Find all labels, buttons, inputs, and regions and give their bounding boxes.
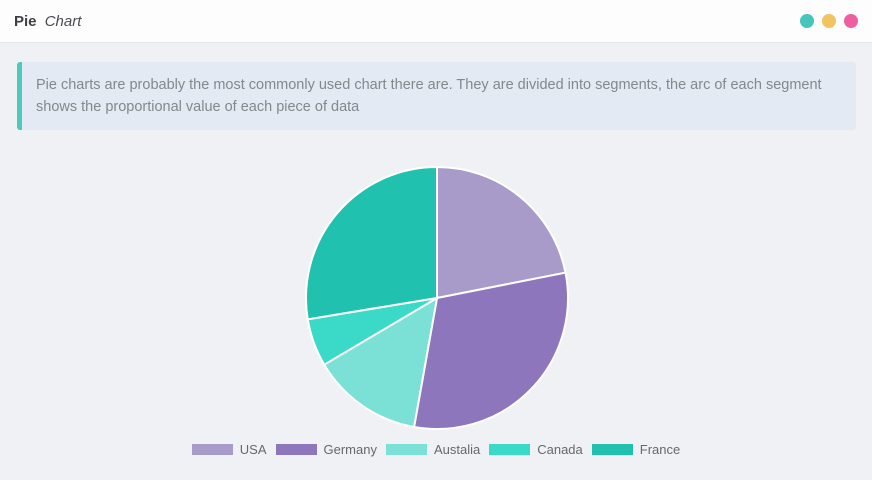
pie-slice-austalia[interactable]	[322, 296, 439, 429]
page-title: Pie Chart	[14, 13, 81, 30]
info-text: Pie charts are probably the most commonl…	[36, 77, 822, 115]
pie-chart-area	[305, 166, 569, 430]
legend-label: Austalia	[433, 442, 481, 457]
legend-label: Canada	[537, 442, 583, 457]
legend-item-canada[interactable]: Canada	[489, 442, 583, 457]
legend-swatch-austalia	[385, 444, 427, 455]
legend-item-usa[interactable]: USA	[191, 442, 267, 457]
legend-item-france[interactable]: France	[591, 442, 681, 457]
header-dot-pink[interactable]	[844, 14, 858, 28]
pie-slice-france[interactable]	[305, 166, 438, 321]
legend-label: USA	[239, 442, 267, 457]
header-dot-teal[interactable]	[800, 14, 814, 28]
page-title-italic: Chart	[44, 12, 82, 30]
legend-label: Germany	[323, 442, 377, 457]
info-box: Pie charts are probably the most commonl…	[17, 62, 856, 130]
legend-swatch-canada	[489, 444, 531, 455]
page-title-bold: Pie	[14, 12, 37, 30]
header-dot-yellow[interactable]	[822, 14, 836, 28]
legend-item-germany[interactable]: Germany	[275, 442, 377, 457]
legend-swatch-france	[591, 444, 633, 455]
pie-chart	[305, 166, 569, 430]
pie-slice-usa[interactable]	[436, 166, 567, 300]
legend-label: France	[639, 442, 681, 457]
header: Pie Chart	[0, 0, 872, 43]
chart-legend: USA Germany Austalia Canada France	[0, 442, 872, 457]
legend-swatch-usa	[191, 444, 233, 455]
header-dots	[800, 14, 858, 28]
legend-item-austalia[interactable]: Austalia	[385, 442, 481, 457]
legend-swatch-germany	[275, 444, 317, 455]
pie-slice-germany[interactable]	[412, 271, 569, 430]
